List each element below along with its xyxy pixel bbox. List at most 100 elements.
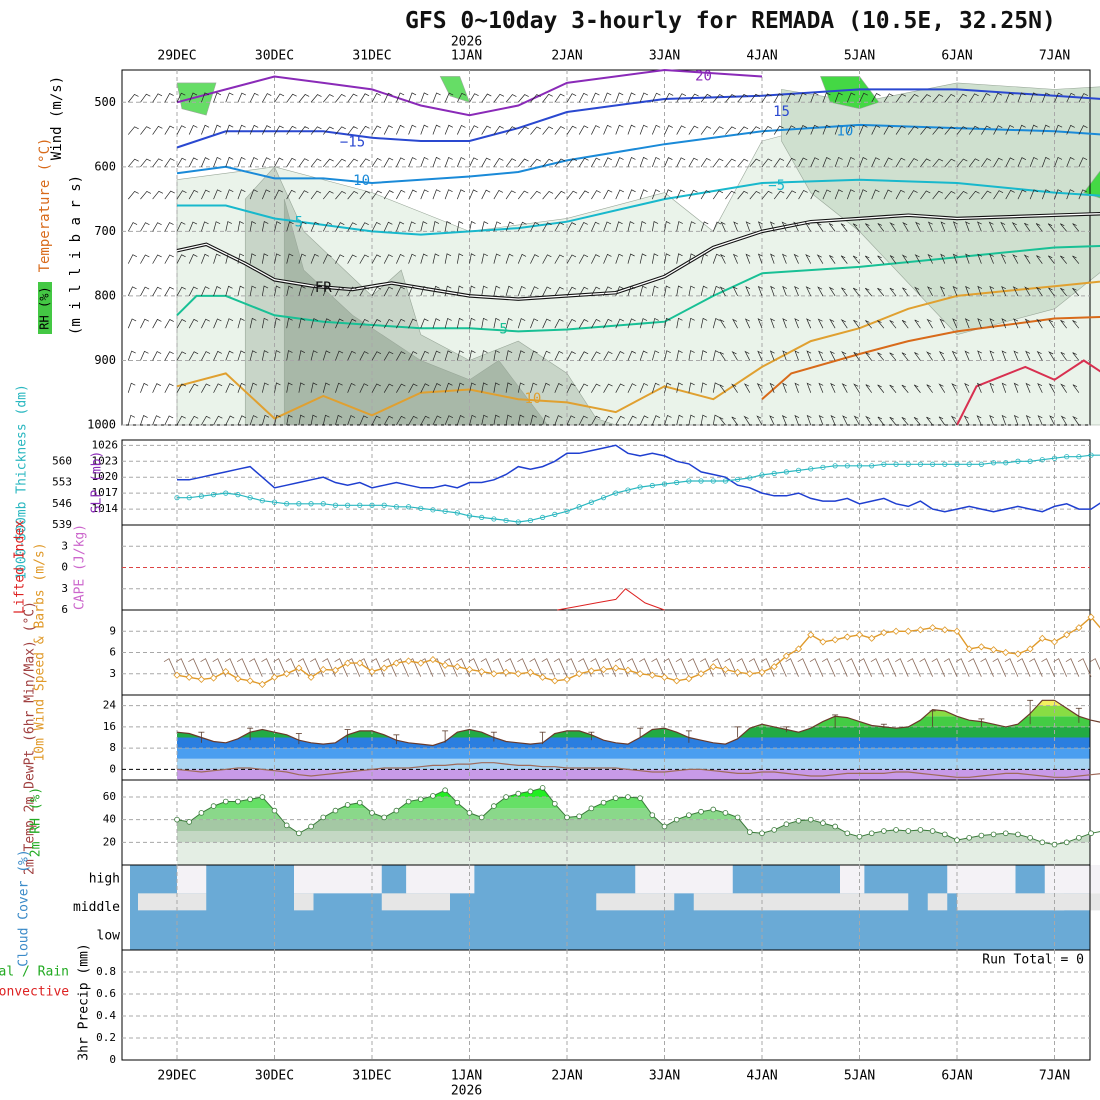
surface-wind-barb: [1041, 658, 1055, 677]
upper-wind-barb: [968, 93, 979, 103]
rh-point: [673, 816, 680, 823]
upper-wind-barb: [432, 221, 440, 232]
thickness-point: [954, 461, 960, 467]
upper-wind-barb: [770, 253, 775, 264]
upper-wind-barb: [201, 253, 210, 264]
upper-wind-barb: [591, 92, 600, 103]
upper-wind-barb: [865, 384, 872, 393]
upper-wind-barb: [603, 253, 612, 264]
upper-wind-barb: [152, 254, 162, 264]
upper-wind-barb: [383, 157, 394, 167]
upper-wind-barb: [719, 286, 726, 297]
upper-wind-barb: [989, 414, 995, 426]
wind-speed-point: [709, 663, 717, 671]
upper-wind-barb: [286, 414, 293, 426]
upper-wind-barb: [895, 125, 906, 135]
thickness-point: [210, 492, 217, 498]
temp-band: [177, 769, 1090, 780]
upper-wind-barb: [627, 189, 636, 200]
upper-wind-barb: [841, 287, 848, 297]
upper-wind-barb: [822, 189, 832, 200]
upper-wind-barb: [927, 221, 933, 232]
rh-point: [649, 812, 656, 818]
slp-tick: 1023: [92, 454, 119, 467]
surface-wind-barb: [712, 658, 726, 677]
upper-wind-barb: [688, 93, 699, 103]
upper-wind-barb: [542, 318, 551, 329]
thickness-point: [1064, 454, 1070, 460]
temp-band: [177, 700, 1090, 706]
upper-wind-barb: [310, 126, 322, 135]
wind-speed-point: [478, 668, 486, 676]
upper-wind-barb: [806, 414, 812, 426]
wind-speed-point: [929, 624, 937, 632]
cape-series: [557, 588, 665, 611]
upper-wind-barb: [1072, 352, 1080, 361]
upper-wind-barb: [651, 350, 660, 361]
cloud-middle-partial: [1054, 893, 1100, 911]
upper-wind-barb: [1049, 415, 1055, 426]
upper-wind-barb: [865, 415, 872, 426]
rh-point: [344, 802, 351, 808]
upper-wind-barb: [817, 318, 824, 329]
thickness-point: [418, 505, 424, 511]
upper-wind-barb: [712, 221, 722, 232]
upper-wind-barb: [927, 253, 933, 264]
upper-wind-barb: [261, 382, 269, 393]
wind-speed-point: [599, 665, 608, 674]
upper-wind-barb: [639, 318, 648, 329]
upper-wind-barb: [335, 382, 343, 393]
surface-wind-barb: [980, 658, 994, 677]
upper-wind-barb: [615, 286, 624, 297]
upper-wind-barb: [761, 158, 773, 168]
dewpoint-series: [176, 762, 1100, 778]
wind-speed-series: [176, 616, 1100, 686]
cloud-high-clear: [635, 865, 733, 894]
thickness-point: [393, 504, 399, 510]
thickness-point: [284, 501, 290, 507]
rh-point: [942, 831, 948, 838]
upper-wind-barb: [932, 190, 943, 200]
wind-speed-point: [453, 663, 461, 671]
upper-wind-barb: [383, 190, 394, 200]
upper-wind-barb: [1072, 255, 1080, 264]
upper-wind-barb: [493, 253, 501, 264]
upper-wind-barb: [834, 124, 843, 135]
slp-axis-label: SLP (mb): [90, 451, 105, 514]
upper-wind-barb: [877, 320, 885, 329]
upper-wind-barb: [627, 92, 636, 103]
upper-wind-barb: [639, 285, 647, 296]
upper-wind-barb: [952, 221, 958, 232]
upper-wind-barb: [1060, 319, 1067, 329]
upper-wind-barb: [591, 351, 601, 361]
upper-wind-barb: [725, 158, 736, 168]
upper-wind-barb: [152, 190, 164, 200]
upper-wind-barb: [213, 157, 222, 167]
rh-point: [564, 814, 570, 821]
upper-wind-barb: [651, 382, 660, 393]
surface-wind-barb: [285, 658, 300, 677]
wind-speed-point: [758, 668, 766, 676]
upper-wind-barb: [249, 92, 259, 103]
upper-wind-barb: [347, 254, 357, 264]
thickness-tick: 546: [52, 497, 72, 510]
upper-wind-barb: [188, 124, 198, 135]
upper-wind-barb: [359, 415, 368, 426]
upper-wind-barb: [396, 92, 405, 103]
thickness-point: [491, 516, 497, 522]
upper-wind-barb: [396, 318, 406, 329]
temp-band: [177, 726, 1090, 738]
upper-wind-barb: [757, 221, 763, 232]
temp-band: [177, 748, 1090, 759]
upper-wind-barb: [542, 382, 551, 393]
upper-wind-barb: [688, 125, 699, 135]
rh-point: [271, 807, 278, 814]
upper-wind-barb: [578, 383, 589, 393]
upper-wind-barb: [505, 190, 516, 200]
upper-wind-barb: [310, 414, 318, 426]
lifted-tick: 6: [61, 603, 68, 616]
upper-wind-barb: [249, 220, 257, 232]
thickness-point: [832, 463, 838, 469]
upper-wind-barb: [347, 382, 356, 393]
upper-wind-barb: [1017, 189, 1027, 200]
